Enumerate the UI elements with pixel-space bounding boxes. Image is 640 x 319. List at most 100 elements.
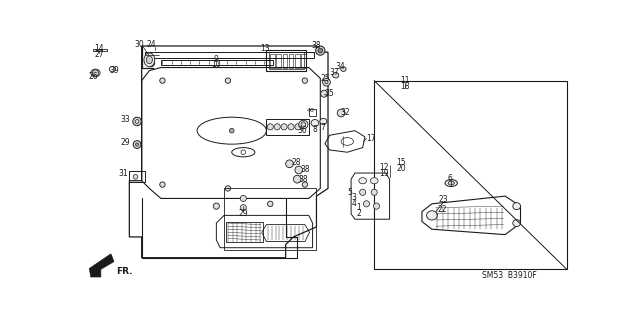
Circle shape <box>133 117 141 126</box>
Text: 38: 38 <box>299 175 308 184</box>
Circle shape <box>240 195 246 202</box>
Bar <box>301 54 306 68</box>
Ellipse shape <box>91 69 100 77</box>
Ellipse shape <box>333 72 339 78</box>
Bar <box>374 81 566 269</box>
Text: 36: 36 <box>298 126 307 135</box>
Text: 5: 5 <box>347 188 352 197</box>
Bar <box>145 52 314 58</box>
Circle shape <box>295 166 303 174</box>
Text: 3: 3 <box>352 193 356 202</box>
Text: 23: 23 <box>438 196 448 204</box>
Circle shape <box>240 204 246 211</box>
Text: 34: 34 <box>335 62 345 71</box>
Bar <box>289 54 293 68</box>
Text: 18: 18 <box>400 82 410 91</box>
Circle shape <box>360 189 365 195</box>
Text: 31: 31 <box>118 169 128 178</box>
Ellipse shape <box>448 181 454 185</box>
Circle shape <box>302 182 308 187</box>
Text: 35: 35 <box>324 89 335 98</box>
Text: 29: 29 <box>120 138 130 147</box>
Circle shape <box>321 90 328 97</box>
Text: 28: 28 <box>291 158 301 167</box>
Circle shape <box>160 182 165 187</box>
Ellipse shape <box>301 122 306 127</box>
Bar <box>270 54 275 68</box>
Circle shape <box>268 201 273 206</box>
Text: 27: 27 <box>95 50 104 59</box>
Circle shape <box>133 141 141 148</box>
Bar <box>129 172 145 182</box>
Text: 13: 13 <box>260 44 269 53</box>
Circle shape <box>288 124 294 130</box>
Ellipse shape <box>340 67 346 71</box>
Ellipse shape <box>371 178 378 184</box>
Ellipse shape <box>320 118 327 124</box>
Ellipse shape <box>144 53 155 67</box>
Bar <box>161 60 273 65</box>
Text: 38: 38 <box>300 166 310 174</box>
Text: 38: 38 <box>312 41 321 50</box>
Circle shape <box>293 175 301 183</box>
Circle shape <box>267 124 273 130</box>
Ellipse shape <box>311 120 319 126</box>
Text: 11: 11 <box>400 76 410 85</box>
Text: 29: 29 <box>239 209 248 218</box>
Text: 17: 17 <box>367 134 376 143</box>
Circle shape <box>323 78 330 86</box>
Circle shape <box>295 124 301 130</box>
Text: 4: 4 <box>352 198 356 208</box>
Text: 14: 14 <box>95 44 104 53</box>
Circle shape <box>225 186 230 191</box>
Circle shape <box>364 201 369 207</box>
Bar <box>295 54 300 68</box>
Circle shape <box>92 70 99 76</box>
Circle shape <box>318 48 323 53</box>
Circle shape <box>160 78 165 83</box>
Text: 8: 8 <box>312 125 317 134</box>
Bar <box>308 109 316 116</box>
Bar <box>266 119 308 135</box>
Text: 40: 40 <box>307 108 315 113</box>
Circle shape <box>373 203 380 209</box>
Circle shape <box>302 78 308 83</box>
Text: 10: 10 <box>212 60 221 69</box>
Text: 2: 2 <box>356 209 361 218</box>
Circle shape <box>147 59 155 67</box>
Ellipse shape <box>147 56 152 64</box>
Text: 9: 9 <box>214 55 219 63</box>
Bar <box>224 189 316 250</box>
Text: 26: 26 <box>88 72 98 81</box>
Ellipse shape <box>513 203 520 210</box>
Text: FR.: FR. <box>116 267 132 276</box>
Bar <box>276 54 281 68</box>
Text: 15: 15 <box>396 158 406 167</box>
Circle shape <box>230 128 234 133</box>
Text: 7: 7 <box>320 123 325 132</box>
Circle shape <box>281 124 287 130</box>
Ellipse shape <box>109 66 115 72</box>
Text: 30: 30 <box>134 40 144 49</box>
Bar <box>93 49 107 51</box>
Text: SM53  B3910F: SM53 B3910F <box>481 271 536 280</box>
Bar <box>266 50 307 71</box>
Text: 25: 25 <box>320 74 330 83</box>
Ellipse shape <box>359 178 367 184</box>
Ellipse shape <box>445 180 458 187</box>
Text: 12: 12 <box>380 163 389 172</box>
Polygon shape <box>90 254 114 277</box>
Text: 39: 39 <box>109 66 119 75</box>
Bar <box>283 54 287 68</box>
Bar <box>269 52 304 69</box>
Ellipse shape <box>427 211 437 220</box>
Circle shape <box>337 109 345 117</box>
Circle shape <box>225 78 230 83</box>
Circle shape <box>371 189 378 195</box>
Text: 1: 1 <box>356 203 361 212</box>
Text: 24: 24 <box>147 40 157 49</box>
Circle shape <box>316 46 325 55</box>
Circle shape <box>285 160 293 168</box>
Circle shape <box>213 203 220 209</box>
Text: 20: 20 <box>396 164 406 173</box>
